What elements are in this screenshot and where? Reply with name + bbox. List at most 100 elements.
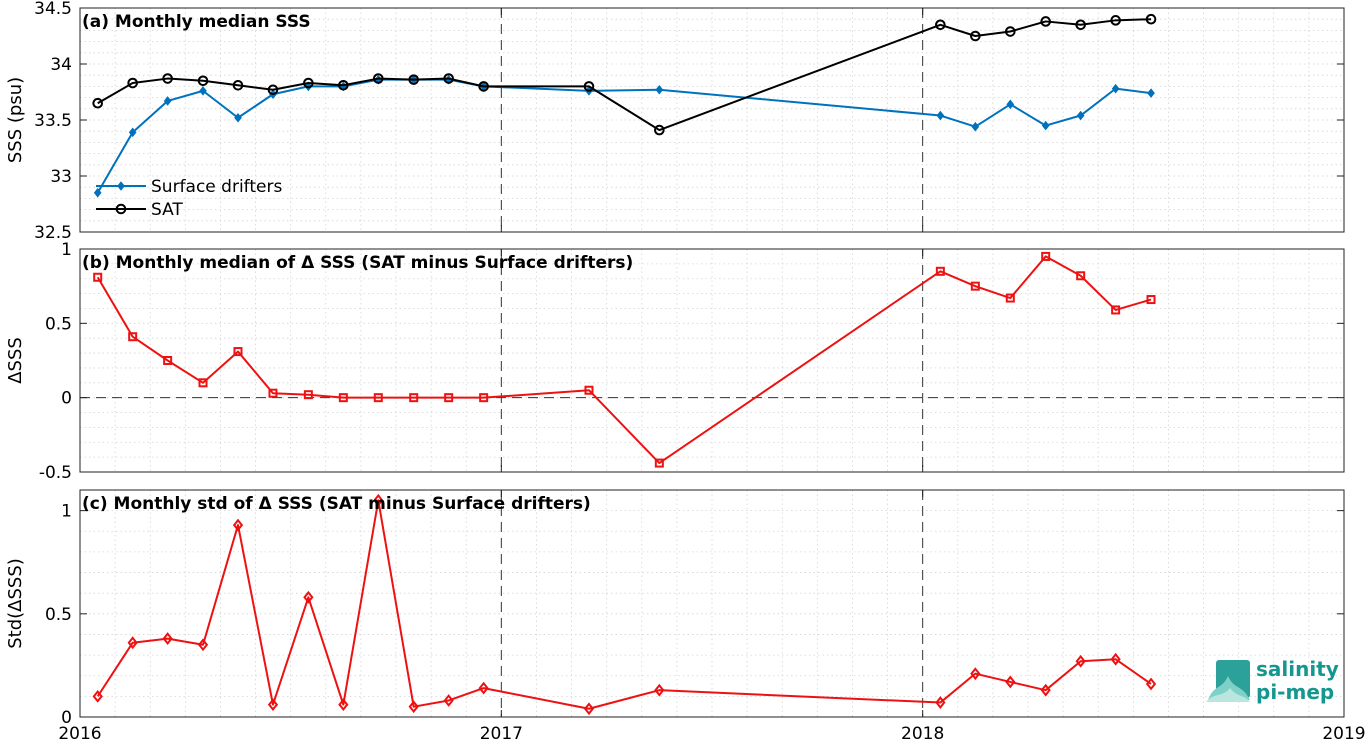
data-point xyxy=(373,393,383,403)
data-point xyxy=(267,84,279,96)
data-point xyxy=(1041,120,1050,131)
data-point xyxy=(583,702,595,716)
data-point xyxy=(199,86,207,96)
data-point xyxy=(128,332,138,342)
y-tick-label: 34 xyxy=(50,55,72,75)
legend-entry: SAT xyxy=(96,200,183,220)
x-tick-label: 2019 xyxy=(1322,724,1365,744)
data-point xyxy=(443,694,454,707)
data-point xyxy=(234,112,242,123)
logo-text-pi-mep: pi-mep xyxy=(1256,680,1334,704)
data-point xyxy=(444,393,454,403)
data-point xyxy=(303,390,313,400)
data-point xyxy=(1005,293,1015,303)
data-point xyxy=(92,97,103,109)
data-point xyxy=(162,632,173,645)
data-point xyxy=(93,272,103,282)
data-point xyxy=(198,378,208,388)
data-point xyxy=(303,77,314,89)
data-point xyxy=(478,681,489,695)
data-point xyxy=(1145,13,1157,25)
panel-title: (b) Monthly median of Δ SSS (SAT minus S… xyxy=(82,253,633,273)
legend: Surface drifters SAT xyxy=(96,177,282,220)
data-point xyxy=(409,393,419,403)
data-point xyxy=(1110,652,1121,666)
data-point xyxy=(478,81,489,92)
y-tick-label: 0 xyxy=(61,389,72,409)
data-point xyxy=(1111,83,1120,94)
data-point xyxy=(1005,26,1016,37)
data-point xyxy=(583,81,595,92)
grid xyxy=(80,249,1344,472)
series-line xyxy=(96,255,1152,465)
data-point xyxy=(1005,675,1016,689)
y-tick-label: 34.5 xyxy=(34,0,72,19)
axes-frame xyxy=(79,489,1345,718)
y-axis-label: ΔSSS xyxy=(5,337,26,384)
data-point xyxy=(654,683,665,697)
data-point xyxy=(232,518,244,532)
data-point xyxy=(970,30,981,42)
y-tick-label: -0.5 xyxy=(39,463,72,483)
y-tick-label: 0.5 xyxy=(45,605,72,625)
data-point xyxy=(268,388,278,398)
data-point xyxy=(373,73,384,84)
data-point xyxy=(654,458,664,468)
data-point xyxy=(971,121,980,132)
legend-marker xyxy=(117,181,125,191)
legend-label: SAT xyxy=(151,200,183,220)
data-point xyxy=(163,356,173,365)
series-delta-sss xyxy=(92,493,1157,716)
data-point xyxy=(127,636,138,650)
legend-label: Surface drifters xyxy=(151,177,282,197)
data-point xyxy=(93,187,102,198)
data-point xyxy=(1076,271,1086,281)
data-point xyxy=(408,74,419,85)
y-axis-label: SSS (psu) xyxy=(5,77,26,163)
data-point xyxy=(1147,88,1155,98)
y-tick-label: 33 xyxy=(50,167,72,187)
data-point xyxy=(197,638,209,652)
logo-text-salinity: salinity xyxy=(1256,657,1339,681)
data-point xyxy=(267,698,279,712)
legend-entry: Surface drifters xyxy=(96,177,282,197)
data-point xyxy=(1075,19,1086,31)
axes-frame xyxy=(79,7,1345,233)
data-point xyxy=(584,385,594,395)
data-point xyxy=(935,696,946,709)
panel-c-std-delta-sss: 0 0.5 1 2016 2017 2018 2019 (c) Monthly std of … xyxy=(5,489,1366,744)
data-point xyxy=(1040,16,1051,27)
data-point xyxy=(338,79,349,91)
panel-a-monthly-median-sss: 32.5 33 33.5 34 34.5 (a) Monthly median SSS SS… xyxy=(5,0,1345,243)
data-point xyxy=(1075,654,1086,668)
data-point xyxy=(1040,683,1051,697)
data-point xyxy=(970,667,981,681)
data-point xyxy=(128,127,137,138)
x-tick-label: 2017 xyxy=(480,724,523,744)
data-point xyxy=(935,266,945,276)
data-point xyxy=(232,79,244,91)
panel-title: (a) Monthly median SSS xyxy=(82,12,311,32)
data-point xyxy=(162,73,173,84)
data-point xyxy=(338,393,348,403)
data-point xyxy=(1076,110,1085,121)
data-point xyxy=(92,689,103,703)
y-tick-label: 1 xyxy=(61,240,72,260)
data-point xyxy=(1041,251,1051,261)
panel-title: (c) Monthly std of Δ SSS (SAT minus Surf… xyxy=(82,494,591,514)
x-tick-label: 2018 xyxy=(901,724,944,744)
data-point xyxy=(654,124,665,136)
panel-b-median-delta-sss: -0.5 0 0.5 1 (b) Monthly median of Δ SSS (SA… xyxy=(5,240,1345,483)
legend-marker xyxy=(115,203,127,215)
data-point xyxy=(970,281,980,291)
data-point xyxy=(1146,295,1156,305)
data-point xyxy=(655,84,664,95)
data-point xyxy=(1110,15,1121,26)
series-line xyxy=(96,499,1152,710)
series-line xyxy=(97,18,1152,132)
y-tick-label: 1 xyxy=(61,502,72,522)
series-sat xyxy=(92,13,1157,136)
data-point xyxy=(338,698,349,712)
data-point xyxy=(1145,677,1157,691)
